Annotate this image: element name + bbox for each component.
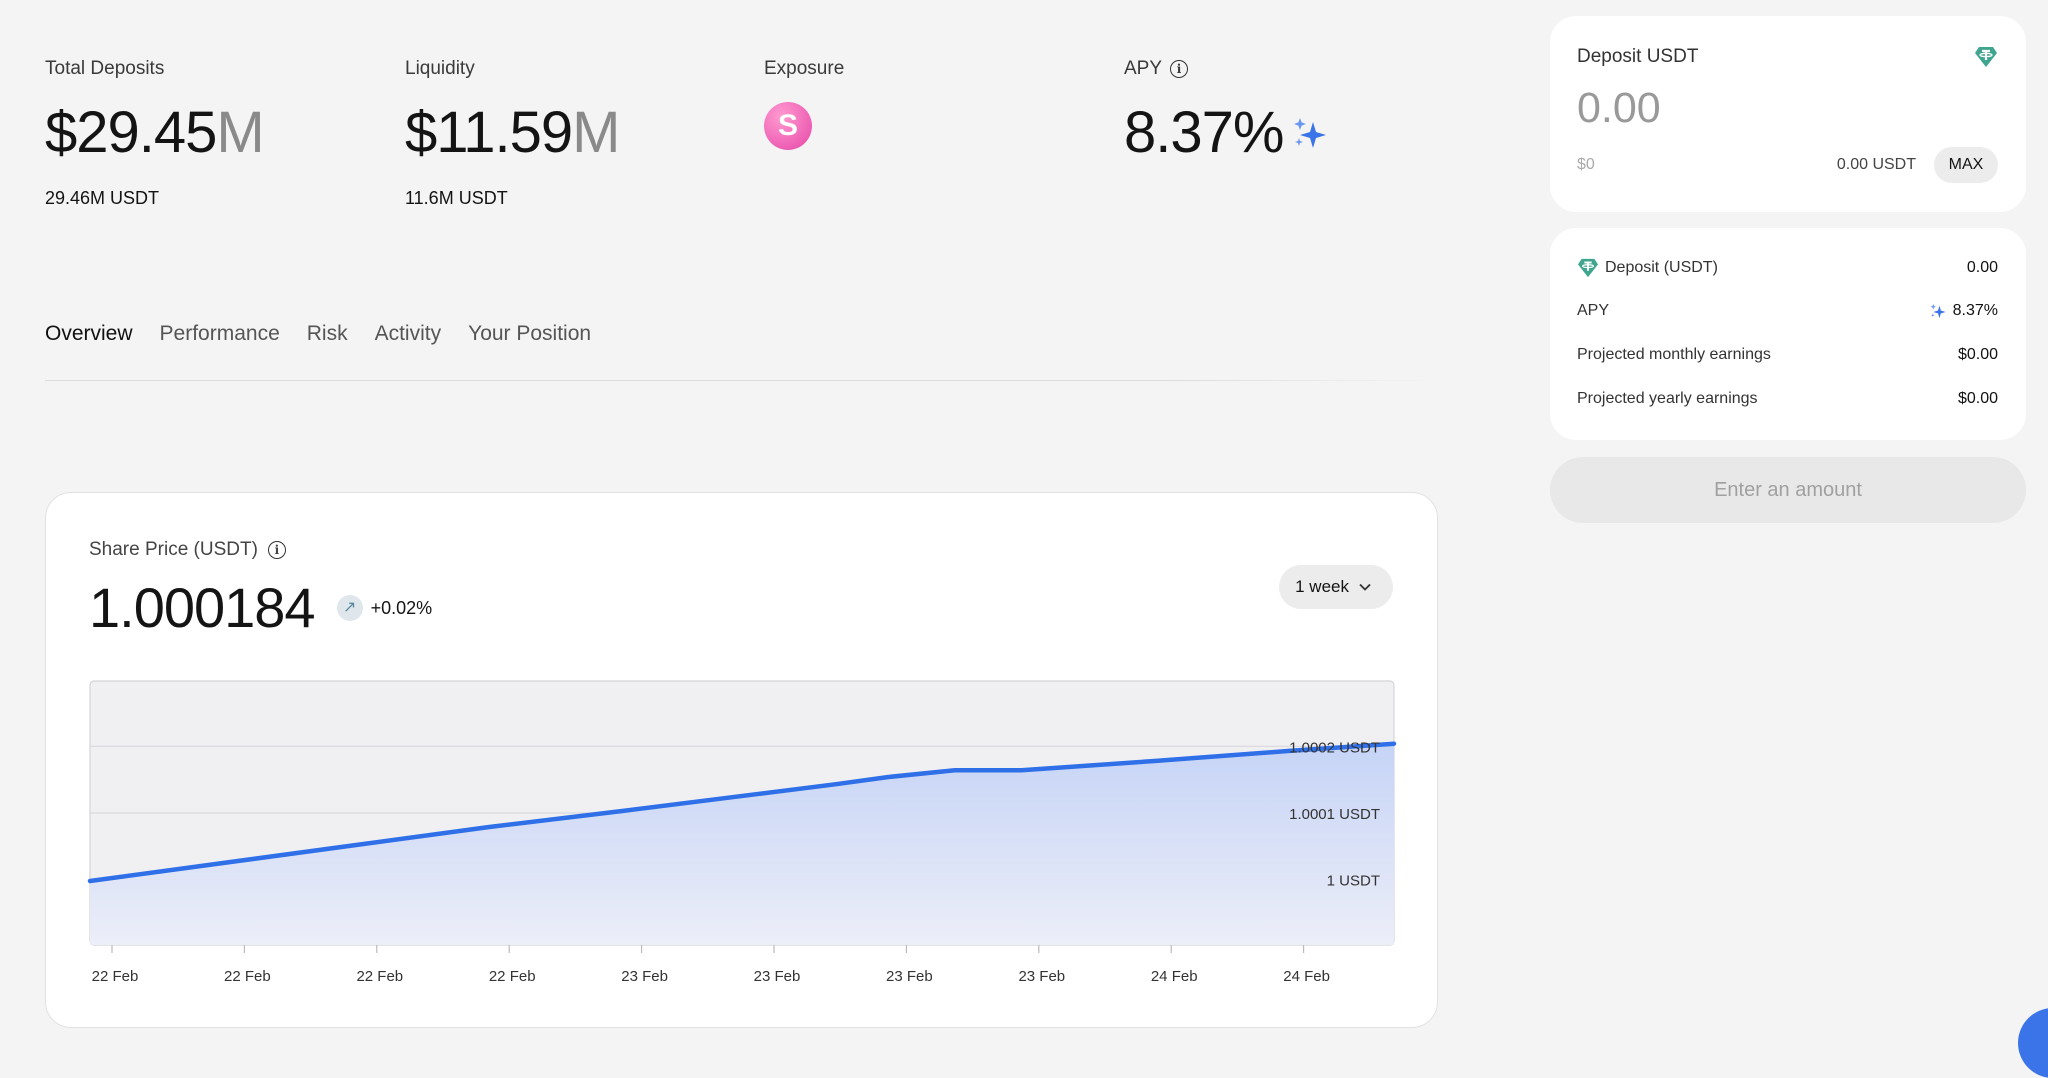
stat-liquidity: Liquidity $11.59 M 11.6M USDT (405, 58, 620, 209)
time-range-select[interactable]: 1 week (1279, 565, 1393, 609)
summary-row-label: Projected yearly earnings (1577, 390, 1758, 407)
x-tick-label: 23 Feb (621, 968, 668, 985)
x-tick-label: 23 Feb (754, 968, 801, 985)
change-value: +0.02% (370, 598, 433, 618)
x-tick-label: 22 Feb (489, 968, 536, 985)
tether-icon (1578, 258, 1598, 278)
stat-label: APY i (1124, 58, 1329, 80)
share-price-value: 1.000184 ↗ +0.02% (89, 573, 432, 643)
stat-value: $29.45 M (45, 100, 265, 165)
x-tick-label: 22 Feb (224, 968, 271, 985)
enter-amount-button[interactable]: Enter an amount (1550, 457, 2026, 523)
summary-row-label: Projected monthly earnings (1577, 346, 1771, 363)
deposit-amount-input[interactable] (1577, 84, 1877, 133)
summary-row-label: APY (1577, 302, 1610, 319)
tab-bar: Overview Performance Risk Activity Your … (45, 322, 591, 346)
x-tick-label: 22 Feb (356, 968, 403, 985)
stat-apy: APY i 8.37% (1124, 58, 1329, 164)
tab-performance[interactable]: Performance (159, 322, 280, 345)
y-tick-label: 1.0002 USDT (1289, 739, 1380, 756)
series-line (87, 741, 1397, 884)
x-tick-label: 22 Feb (92, 968, 139, 985)
stat-exposure: Exposure S (764, 58, 844, 150)
summary-row-monthly: Projected monthly earnings $0.00 (1577, 346, 1998, 364)
summary-row-yearly: Projected yearly earnings $0.00 (1577, 390, 1998, 408)
y-tick-label: 1 USDT (1327, 873, 1380, 890)
x-tick-label: 24 Feb (1283, 968, 1330, 985)
x-tick-label: 23 Feb (886, 968, 933, 985)
stat-label: Liquidity (405, 58, 475, 79)
stat-subvalue: 29.46M USDT (45, 188, 160, 208)
summary-row-apy: APY 8.37% (1577, 302, 1998, 320)
change-badge: ↗ +0.02% (336, 573, 433, 643)
stat-value-main: $11.59 (405, 100, 573, 165)
tabs-divider (45, 380, 1440, 381)
share-price-card: Share Price (USDT) i 1.000184 ↗ +0.02% 1… (45, 492, 1438, 1028)
stat-label-text: APY (1124, 58, 1163, 79)
tab-activity[interactable]: Activity (374, 322, 442, 345)
stat-value: 8.37% (1124, 102, 1329, 164)
share-price-chart: 1 USDT 1.0001 USDT 1.0002 USDT 22 Feb 22 Feb… (87, 680, 1397, 985)
arrow-up-right-icon: ↗ (336, 595, 363, 621)
summary-row-value: $0.00 (1957, 390, 1998, 407)
share-price-number: 1.000184 (89, 576, 316, 639)
stat-value-suffix: M (216, 100, 264, 165)
tether-icon (1975, 47, 1997, 67)
deposit-title: Deposit USDT (1577, 46, 1699, 67)
summary-apy-value: 8.37% (1952, 302, 1998, 319)
summary-row-value: $0.00 (1957, 346, 1998, 363)
stat-label: Total Deposits (45, 58, 165, 79)
tab-overview[interactable]: Overview (45, 322, 133, 345)
apy-value: 8.37% (1124, 100, 1284, 165)
sparkle-icon (1294, 118, 1327, 148)
tab-your-position[interactable]: Your Position (468, 322, 592, 345)
deposit-usd-value: $0 (1577, 156, 1595, 173)
stat-label: Exposure (764, 58, 845, 79)
support-chat-bubble[interactable] (2018, 1008, 2048, 1078)
summary-row-label: Deposit (USDT) (1577, 258, 1718, 278)
chart-title: Share Price (USDT) i (89, 539, 286, 561)
chevron-down-icon (1359, 583, 1371, 591)
chart-title-text: Share Price (USDT) (89, 539, 258, 560)
stat-value-suffix: M (572, 100, 620, 165)
series-area (90, 743, 1394, 945)
tab-risk[interactable]: Risk (306, 322, 348, 345)
y-tick-label: 1.0001 USDT (1289, 806, 1380, 823)
stat-subvalue: 11.6M USDT (405, 188, 508, 208)
x-tick-label: 24 Feb (1151, 968, 1198, 985)
x-tick-label: 23 Feb (1018, 968, 1065, 985)
stat-total-deposits: Total Deposits $29.45 M 29.46M USDT (45, 58, 265, 209)
summary-row-value: 8.37% (1929, 302, 1998, 320)
deposit-summary-card: Deposit (USDT) 0.00 APY 8.37% Projected … (1550, 228, 2026, 440)
sonic-s-logo-icon[interactable]: S (764, 102, 812, 150)
stat-value-main: $29.45 (45, 100, 217, 165)
max-button[interactable]: MAX (1934, 147, 1998, 183)
deposit-card: Deposit USDT $0 0.00 USDT MAX (1550, 16, 2026, 212)
summary-row-value: 0.00 (1966, 259, 1998, 276)
time-range-label: 1 week (1295, 577, 1349, 596)
sparkle-icon (1930, 303, 1946, 319)
stat-value: $11.59 M (405, 100, 620, 165)
summary-label-text: Deposit (USDT) (1605, 259, 1718, 276)
deposit-balance: 0.00 USDT (1836, 156, 1916, 173)
info-icon[interactable]: i (1170, 60, 1189, 78)
info-icon[interactable]: i (267, 541, 286, 559)
summary-row-deposit: Deposit (USDT) 0.00 (1577, 258, 1998, 278)
